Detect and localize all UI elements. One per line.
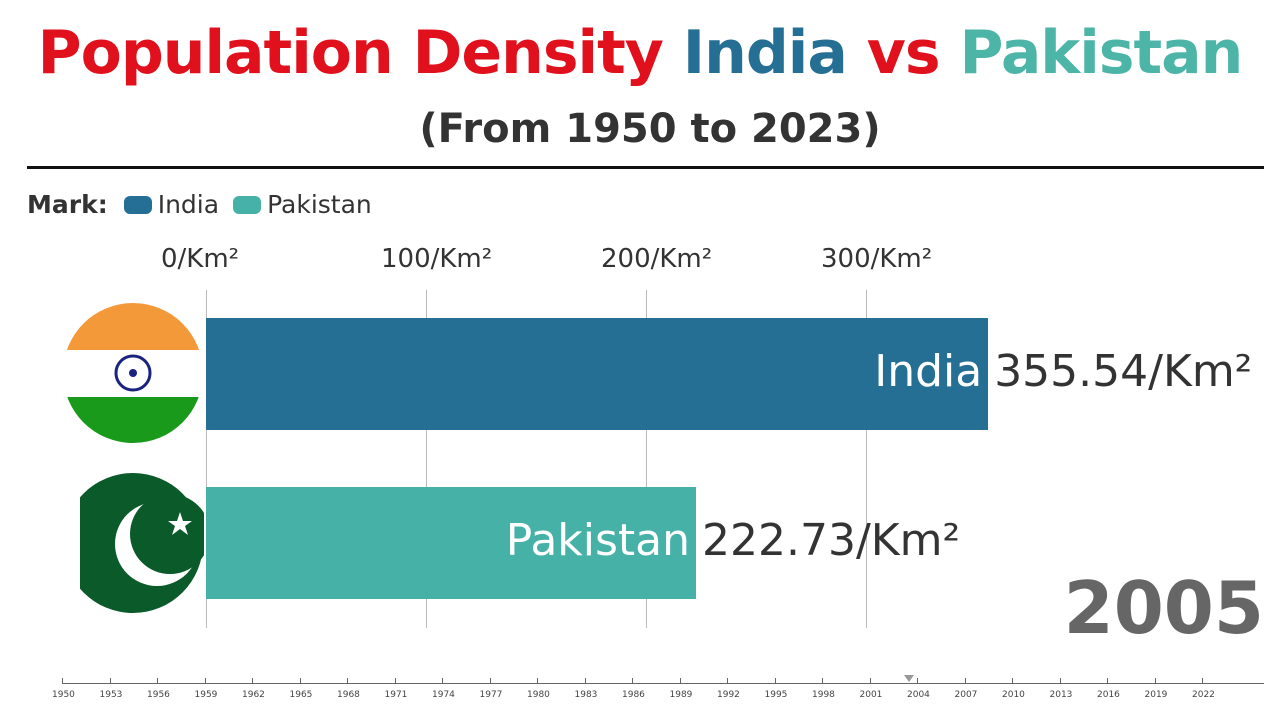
x-tick-label: 100/Km² bbox=[381, 244, 493, 274]
timeline-tick bbox=[442, 678, 443, 683]
timeline-tick bbox=[489, 678, 491, 683]
bar-label: Pakistan bbox=[505, 515, 691, 566]
timeline-year-label[interactable]: 2013 bbox=[1049, 690, 1073, 700]
pakistan-flag-icon bbox=[80, 473, 204, 613]
timeline-slider[interactable] bbox=[62, 683, 1264, 684]
timeline-tick bbox=[917, 678, 918, 683]
timeline-tick bbox=[1154, 678, 1156, 683]
india-flag-icon bbox=[63, 303, 203, 443]
timeline-tick bbox=[204, 678, 206, 683]
timeline-year-label[interactable]: 1995 bbox=[764, 690, 788, 700]
timeline-tick bbox=[1012, 678, 1013, 683]
timeline-tick bbox=[109, 678, 111, 683]
title-part-2: India bbox=[682, 18, 848, 88]
timeline-year-label[interactable]: 2001 bbox=[859, 690, 883, 700]
gridline bbox=[646, 290, 647, 628]
title-part-4: Pakistan bbox=[959, 18, 1243, 88]
chart-title: Population Density India vs Pakistan bbox=[0, 18, 1280, 88]
gridline bbox=[426, 290, 427, 628]
timeline-year-label[interactable]: 1950 bbox=[52, 690, 75, 700]
legend-title: Mark: bbox=[27, 190, 108, 219]
legend-label-india: India bbox=[157, 190, 220, 219]
timeline-tick bbox=[964, 678, 966, 683]
value-label: 222.73/Km² bbox=[702, 515, 961, 566]
timeline-tick bbox=[252, 678, 253, 683]
timeline-tick bbox=[347, 678, 348, 683]
title-part-3: vs bbox=[866, 18, 941, 88]
timeline-year-label[interactable]: 1962 bbox=[242, 690, 265, 700]
timeline-year-label[interactable]: 1986 bbox=[622, 690, 645, 700]
timeline-year-label[interactable]: 1977 bbox=[479, 690, 503, 700]
timeline-year-label[interactable]: 2019 bbox=[1144, 690, 1168, 700]
timeline-tick bbox=[632, 678, 633, 683]
timeline-tick bbox=[157, 678, 158, 683]
timeline-tick bbox=[537, 678, 538, 683]
timeline-year-label[interactable]: 1953 bbox=[99, 690, 123, 700]
divider bbox=[27, 166, 1264, 169]
timeline-tick bbox=[774, 678, 776, 683]
timeline-tick bbox=[394, 678, 396, 683]
bar-label: India bbox=[874, 346, 983, 397]
legend-swatch-india bbox=[123, 195, 152, 214]
legend-label-pakistan: Pakistan bbox=[267, 190, 372, 219]
bar-india bbox=[206, 318, 989, 430]
subtitle: (From 1950 to 2023) bbox=[419, 106, 881, 152]
timeline-year-label[interactable]: 1971 bbox=[384, 690, 408, 700]
x-tick-label: 300/Km² bbox=[821, 244, 933, 274]
timeline-year-label[interactable]: 1983 bbox=[574, 690, 598, 700]
timeline-year-label[interactable]: 2010 bbox=[1002, 690, 1025, 700]
x-tick-label: 0/Km² bbox=[161, 244, 240, 274]
timeline-tick bbox=[869, 678, 871, 683]
legend-swatch-pakistan bbox=[233, 195, 262, 214]
timeline-year-label[interactable]: 1992 bbox=[717, 690, 740, 700]
bar-pakistan bbox=[206, 487, 696, 599]
timeline-year-label[interactable]: 1965 bbox=[289, 690, 313, 700]
timeline-tick bbox=[299, 678, 301, 683]
timeline-tick bbox=[822, 678, 823, 683]
timeline-tick bbox=[1202, 678, 1203, 683]
gridline bbox=[866, 290, 867, 628]
timeline-year-label[interactable]: 1974 bbox=[432, 690, 455, 700]
timeline-marker[interactable] bbox=[904, 675, 915, 682]
timeline-year-label[interactable]: 2004 bbox=[907, 690, 930, 700]
timeline-tick bbox=[727, 678, 728, 683]
timeline-tick bbox=[1059, 678, 1061, 683]
current-year: 2005 bbox=[1063, 566, 1264, 650]
timeline-year-label[interactable]: 2022 bbox=[1192, 690, 1215, 700]
timeline-tick bbox=[62, 678, 63, 683]
timeline-year-label[interactable]: 1959 bbox=[194, 690, 218, 700]
timeline-tick bbox=[1107, 678, 1108, 683]
x-tick-label: 200/Km² bbox=[601, 244, 713, 274]
timeline-tick bbox=[584, 678, 586, 683]
gridline bbox=[206, 290, 207, 628]
legend: Mark: India Pakistan bbox=[27, 190, 372, 219]
timeline-tick bbox=[679, 678, 681, 683]
timeline-year-label[interactable]: 1968 bbox=[337, 690, 360, 700]
timeline-year-label[interactable]: 2007 bbox=[954, 690, 978, 700]
timeline-year-label[interactable]: 2016 bbox=[1097, 690, 1120, 700]
title-part-1: Population Density bbox=[37, 18, 664, 88]
timeline-year-label[interactable]: 1989 bbox=[669, 690, 693, 700]
timeline-year-label[interactable]: 1956 bbox=[147, 690, 170, 700]
value-label: 355.54/Km² bbox=[994, 346, 1253, 397]
timeline-year-label[interactable]: 1980 bbox=[527, 690, 550, 700]
timeline-year-label[interactable]: 1998 bbox=[812, 690, 835, 700]
